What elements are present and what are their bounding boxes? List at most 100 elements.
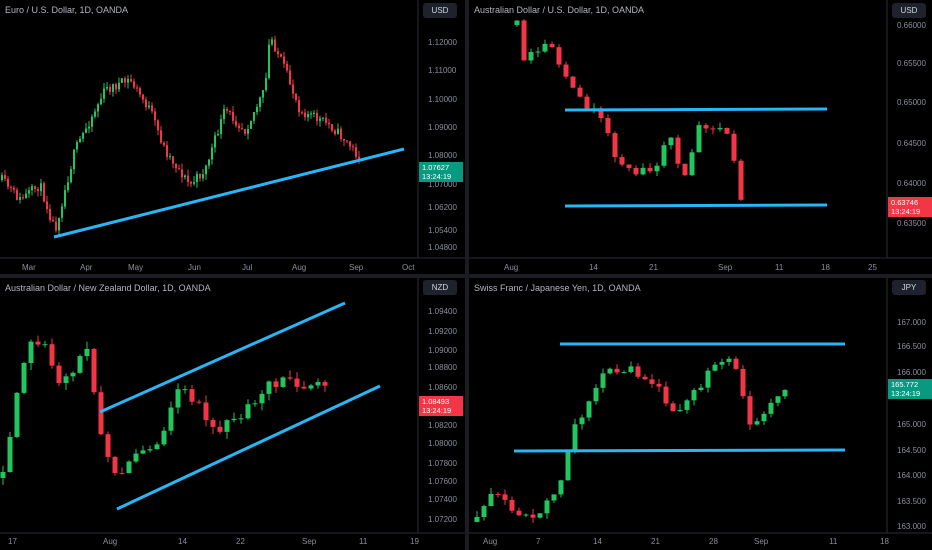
candle-body: [148, 105, 150, 108]
chart-canvas-audnzd[interactable]: 1.09400 1.09200 1.09000 1.08800 1.08600 …: [0, 278, 465, 550]
candle-body: [509, 499, 515, 511]
resistance-line[interactable]: [564, 107, 828, 112]
candle-body: [316, 112, 318, 121]
candle-body: [349, 141, 351, 147]
candle-body: [647, 167, 653, 172]
candle-body: [495, 493, 501, 495]
support-line[interactable]: [564, 203, 828, 208]
x-tick: Aug: [504, 263, 518, 272]
candle-body: [226, 108, 228, 111]
candle-body: [273, 381, 279, 387]
candle-body: [142, 94, 144, 100]
symbol-title[interactable]: Swiss Franc / Japanese Yen, 1D, OANDA: [474, 283, 641, 293]
x-tick: 17: [8, 537, 17, 546]
candle-body: [768, 402, 774, 414]
x-tick: 21: [651, 537, 660, 546]
candle-body: [154, 111, 156, 121]
y-tick: 1.11000: [428, 66, 457, 75]
chart-panel-chfjpy[interactable]: 167.000 166.500 166.000 165.000 164.500 …: [469, 278, 932, 550]
candle-body: [549, 43, 555, 48]
chart-canvas-chfjpy[interactable]: 167.000 166.500 166.000 165.000 164.500 …: [469, 278, 932, 550]
candle-body: [654, 165, 660, 172]
candle-body: [190, 181, 192, 184]
candle-body: [301, 386, 307, 389]
candle-body: [105, 434, 111, 457]
candle-body: [346, 140, 348, 142]
x-tick: Aug: [103, 537, 117, 546]
currency-button[interactable]: USD: [423, 3, 457, 18]
candle-body: [265, 78, 267, 91]
candle-body: [147, 449, 153, 451]
y-tick: 1.07800: [428, 459, 457, 468]
candle-body: [76, 142, 78, 150]
candle-body: [274, 39, 276, 52]
candle-body: [614, 368, 620, 373]
trendline[interactable]: [53, 147, 405, 239]
candle-body: [145, 99, 147, 108]
candle-body: [635, 366, 641, 377]
candle-body: [656, 383, 662, 387]
channel-upper-line[interactable]: [99, 301, 346, 414]
candle-body: [626, 164, 632, 168]
candle-body: [712, 364, 718, 371]
candles: [1, 35, 360, 235]
candle-body: [621, 372, 627, 374]
y-tick: 0.66000: [897, 21, 926, 30]
currency-button[interactable]: NZD: [423, 280, 457, 295]
candle-body: [516, 510, 522, 516]
candle-body: [229, 110, 231, 112]
candle-body: [19, 197, 21, 200]
chart-panel-eurusd[interactable]: 1.12000 1.11000 1.10000 1.09000 1.08000 …: [0, 0, 465, 274]
candle-body: [289, 70, 291, 85]
currency-button[interactable]: USD: [892, 3, 926, 18]
x-tick: 7: [536, 537, 541, 546]
x-tick: Sep: [302, 537, 317, 546]
candle-body: [103, 88, 105, 99]
candle-body: [42, 344, 48, 346]
candle-body: [217, 426, 223, 432]
candle-body: [172, 156, 174, 164]
y-tick: 1.12000: [428, 38, 457, 47]
candle-body: [696, 125, 702, 153]
x-tick: 18: [880, 537, 889, 546]
pane-splitter-vertical[interactable]: [465, 0, 469, 550]
y-tick: 0.65000: [897, 98, 926, 107]
chart-canvas-audusd[interactable]: 0.66000 0.65500 0.65000 0.64500 0.64000 …: [469, 0, 932, 274]
current-price: 0.63746: [891, 198, 918, 207]
symbol-title[interactable]: Euro / U.S. Dollar, 1D, OANDA: [5, 5, 129, 15]
chart-panel-audusd[interactable]: 0.66000 0.65500 0.65000 0.64500 0.64000 …: [469, 0, 932, 274]
candle-body: [292, 84, 294, 94]
candle-body: [49, 208, 51, 220]
candle-body: [208, 159, 210, 166]
candle-body: [154, 444, 160, 450]
candle-body: [668, 137, 674, 146]
candle-body: [82, 132, 84, 139]
candle-body: [640, 167, 646, 175]
candle-body: [313, 112, 315, 114]
time-axis: Aug 7 14 21 28 Sep 11 18: [483, 537, 889, 546]
channel-lower-line[interactable]: [116, 384, 381, 511]
candle-body: [731, 133, 737, 161]
candle-body: [572, 424, 578, 451]
candle-body: [109, 87, 111, 92]
chart-canvas-eurusd[interactable]: 1.12000 1.11000 1.10000 1.09000 1.08000 …: [0, 0, 465, 274]
candle-body: [140, 450, 146, 454]
chart-panel-audnzd[interactable]: 1.09400 1.09200 1.09000 1.08800 1.08600 …: [0, 278, 465, 550]
candle-body: [747, 396, 753, 425]
candle-body: [91, 116, 93, 127]
x-tick: Apr: [80, 263, 93, 272]
currency-button[interactable]: JPY: [892, 280, 926, 295]
y-tick: 1.09000: [428, 346, 457, 355]
symbol-title[interactable]: Australian Dollar / U.S. Dollar, 1D, OAN…: [474, 5, 645, 15]
candle-body: [70, 169, 72, 183]
support-line[interactable]: [513, 448, 846, 453]
candle-body: [126, 461, 132, 474]
symbol-title[interactable]: Australian Dollar / New Zealand Dollar, …: [5, 283, 211, 293]
candle-body: [0, 472, 6, 478]
candle-body: [250, 120, 252, 129]
candle-body: [214, 135, 216, 148]
candle-body: [160, 130, 162, 143]
candle-body: [184, 175, 186, 178]
candle-body: [315, 381, 321, 386]
y-tick: 1.08800: [428, 363, 457, 372]
